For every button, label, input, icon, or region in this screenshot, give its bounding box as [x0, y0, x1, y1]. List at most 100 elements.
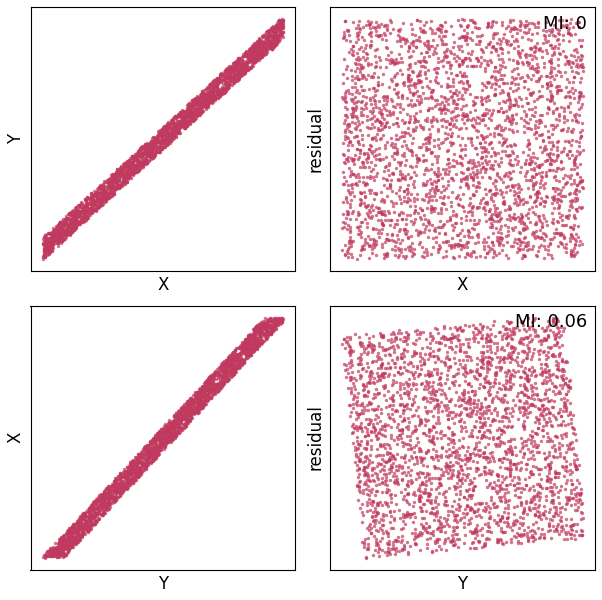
- Point: [268, 325, 278, 335]
- Point: [520, 381, 529, 391]
- Point: [394, 57, 404, 67]
- Point: [141, 153, 151, 163]
- Point: [270, 325, 279, 335]
- Point: [364, 460, 373, 470]
- Point: [553, 136, 563, 146]
- Point: [242, 338, 252, 347]
- Point: [117, 482, 127, 492]
- Point: [436, 35, 445, 44]
- Point: [70, 527, 80, 536]
- Point: [137, 143, 147, 153]
- Point: [422, 534, 432, 544]
- Point: [162, 427, 172, 436]
- Point: [40, 232, 49, 242]
- Point: [163, 437, 173, 447]
- Point: [526, 505, 535, 515]
- Point: [533, 394, 543, 403]
- Point: [213, 89, 223, 99]
- Point: [244, 350, 254, 359]
- Point: [527, 390, 537, 400]
- Point: [55, 534, 65, 544]
- Point: [433, 412, 442, 422]
- Point: [536, 240, 545, 250]
- Point: [532, 250, 541, 259]
- Point: [127, 463, 137, 472]
- Point: [349, 392, 359, 402]
- Point: [421, 165, 430, 175]
- Point: [191, 404, 201, 414]
- Point: [415, 418, 425, 428]
- Point: [209, 388, 219, 398]
- Point: [406, 443, 416, 452]
- Point: [197, 403, 206, 413]
- Point: [448, 220, 458, 229]
- Point: [250, 323, 260, 332]
- Point: [565, 19, 575, 28]
- Point: [458, 225, 467, 235]
- Point: [574, 494, 584, 504]
- Point: [424, 36, 433, 46]
- Point: [100, 188, 110, 197]
- Point: [131, 165, 140, 175]
- Point: [559, 394, 568, 403]
- Point: [562, 178, 571, 187]
- Point: [534, 512, 544, 521]
- Point: [368, 497, 378, 507]
- Point: [383, 456, 393, 466]
- Point: [479, 142, 489, 152]
- Point: [272, 320, 282, 329]
- Point: [192, 398, 202, 408]
- Point: [229, 353, 239, 363]
- Point: [223, 374, 233, 383]
- Point: [429, 503, 438, 513]
- Point: [566, 245, 576, 255]
- Point: [244, 345, 254, 355]
- Point: [468, 113, 477, 123]
- Point: [122, 468, 132, 478]
- Point: [167, 134, 177, 143]
- Point: [104, 189, 113, 199]
- Point: [100, 500, 110, 509]
- Point: [125, 172, 135, 182]
- Point: [528, 88, 538, 97]
- Point: [464, 80, 474, 90]
- Point: [250, 326, 260, 336]
- Point: [214, 76, 223, 86]
- Point: [379, 154, 388, 164]
- Point: [387, 186, 397, 196]
- Point: [245, 349, 255, 358]
- Point: [133, 452, 143, 461]
- Point: [368, 23, 377, 32]
- Point: [353, 28, 362, 37]
- Point: [507, 223, 517, 233]
- Point: [227, 357, 237, 367]
- Point: [133, 455, 143, 464]
- Point: [394, 245, 404, 255]
- Point: [429, 142, 439, 151]
- Point: [556, 148, 566, 157]
- Point: [495, 455, 504, 464]
- Point: [554, 316, 563, 326]
- Point: [255, 326, 264, 335]
- Point: [238, 65, 248, 75]
- Point: [82, 207, 92, 217]
- Point: [157, 130, 166, 139]
- Point: [554, 48, 563, 58]
- Point: [438, 198, 447, 208]
- Point: [417, 528, 426, 538]
- Point: [352, 179, 361, 188]
- Point: [222, 370, 231, 379]
- Point: [518, 355, 528, 365]
- Point: [448, 253, 458, 263]
- Point: [93, 508, 102, 518]
- Point: [200, 100, 209, 110]
- Point: [182, 405, 191, 415]
- Point: [513, 458, 523, 467]
- Point: [176, 128, 185, 137]
- Point: [543, 133, 553, 142]
- Point: [445, 334, 455, 344]
- Point: [517, 483, 527, 493]
- Point: [370, 374, 379, 383]
- Point: [485, 389, 495, 399]
- Point: [162, 434, 172, 444]
